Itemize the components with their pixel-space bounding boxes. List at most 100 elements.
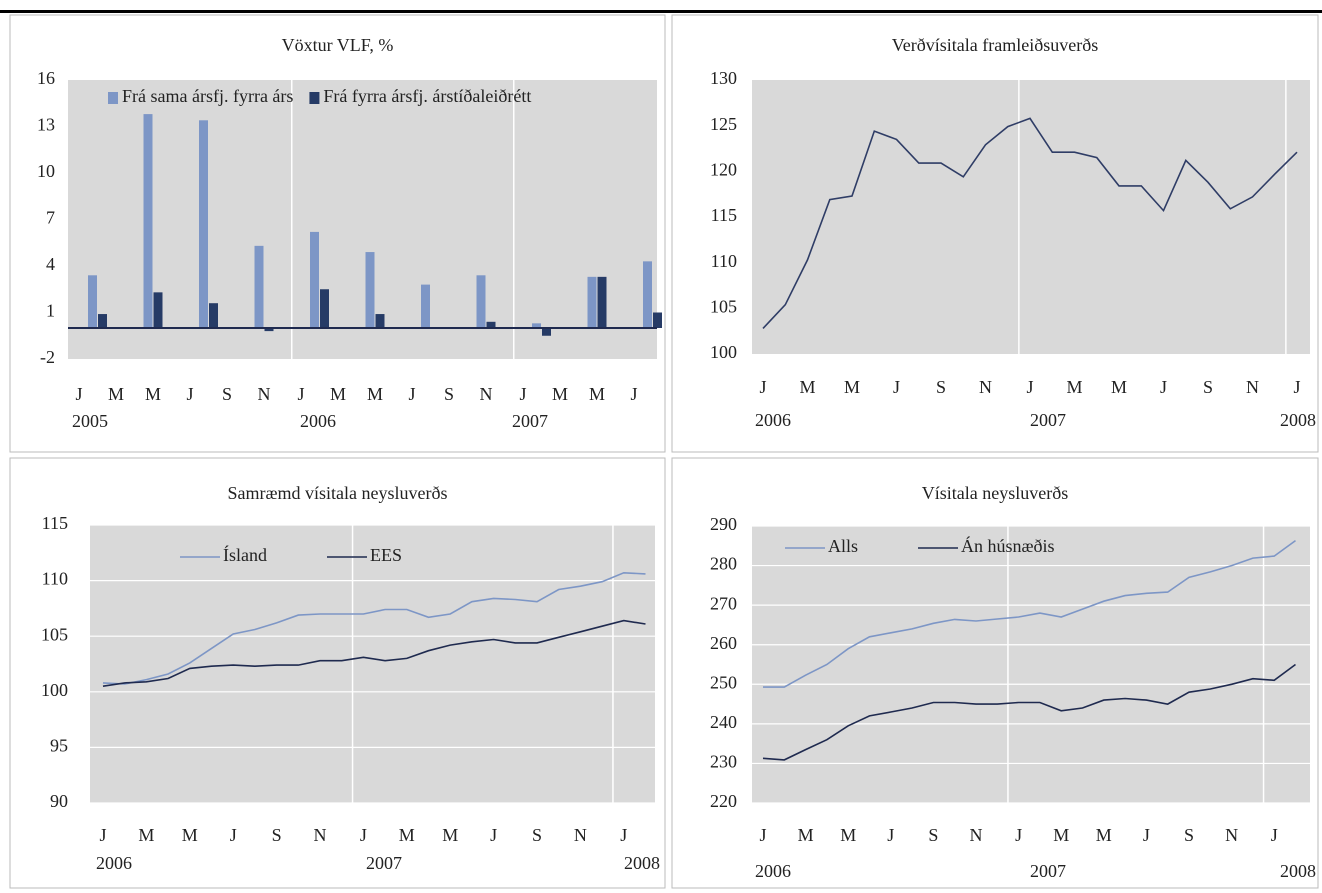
x-tick-label: N — [1225, 825, 1238, 845]
x-tick-label: J — [99, 825, 106, 845]
y-tick-label: 16 — [37, 68, 55, 88]
x-tick-label: M — [108, 384, 124, 404]
x-tick-label: J — [759, 377, 766, 397]
x-tick-label: S — [532, 825, 542, 845]
y-tick-label: 130 — [710, 68, 737, 88]
year-label: 2007 — [366, 853, 402, 873]
y-tick-label: 120 — [710, 159, 737, 179]
bar — [199, 120, 208, 328]
x-tick-label: J — [893, 377, 900, 397]
year-label: 2005 — [72, 411, 108, 431]
year-label: 2008 — [624, 853, 660, 873]
x-tick-label: S — [928, 825, 938, 845]
bar — [653, 312, 662, 328]
x-tick-label: S — [1203, 377, 1213, 397]
x-tick-label: M — [552, 384, 568, 404]
y-tick-label: 125 — [710, 114, 737, 134]
y-tick-label: 115 — [711, 205, 737, 225]
x-tick-label: J — [630, 384, 637, 404]
x-tick-label: M — [589, 384, 605, 404]
year-label: 2007 — [1030, 410, 1066, 430]
bar — [365, 252, 375, 328]
x-tick-label: M — [840, 825, 856, 845]
line-series — [763, 539, 1296, 688]
legend-label: Ísland — [223, 544, 267, 565]
plot-area — [752, 80, 1310, 354]
y-tick-label: 270 — [710, 593, 737, 613]
legend-label: EES — [370, 545, 402, 565]
bar — [209, 303, 218, 328]
year-label: 2006 — [300, 411, 336, 431]
line-series — [102, 571, 646, 685]
year-label: 2007 — [1030, 861, 1066, 881]
y-tick-label: 115 — [42, 513, 68, 533]
bar — [254, 245, 264, 328]
x-tick-label: N — [979, 377, 992, 397]
x-tick-label: M — [1096, 825, 1112, 845]
x-tick-label: S — [222, 384, 232, 404]
x-tick-label: J — [1293, 377, 1300, 397]
year-label: 2006 — [96, 853, 132, 873]
x-tick-label: M — [1111, 377, 1127, 397]
year-label: 2007 — [512, 411, 548, 431]
legend-label: Alls — [828, 536, 858, 556]
y-tick-label: 95 — [50, 736, 68, 756]
line-series — [102, 619, 646, 687]
x-tick-label: J — [360, 825, 367, 845]
y-tick-label: 4 — [46, 254, 55, 274]
x-tick-label: S — [272, 825, 282, 845]
x-tick-label: J — [230, 825, 237, 845]
x-tick-label: J — [1143, 825, 1150, 845]
bar — [486, 321, 496, 328]
y-tick-label: 90 — [50, 791, 68, 811]
x-tick-label: M — [330, 384, 346, 404]
year-label: 2006 — [755, 861, 791, 881]
x-tick-label: J — [408, 384, 415, 404]
x-tick-label: M — [798, 825, 814, 845]
x-tick-label: M — [442, 825, 458, 845]
x-tick-label: J — [1026, 377, 1033, 397]
chart-title: Vöxtur VLF, % — [282, 35, 394, 55]
y-tick-label: 250 — [710, 672, 737, 692]
legend-label: Frá sama ársfj. fyrra árs — [122, 86, 293, 106]
x-tick-label: M — [367, 384, 383, 404]
x-tick-label: J — [1160, 377, 1167, 397]
y-tick-label: 100 — [710, 342, 737, 362]
y-tick-label: 105 — [710, 296, 737, 316]
x-tick-label: M — [799, 377, 815, 397]
y-tick-label: 260 — [710, 633, 737, 653]
x-tick-label: N — [1246, 377, 1259, 397]
legend-swatch — [108, 92, 118, 104]
legend-label: Frá fyrra ársfj. árstíðaleiðrétt — [323, 86, 531, 106]
top-rule — [0, 10, 1322, 13]
x-tick-label: N — [314, 825, 327, 845]
x-tick-label: N — [970, 825, 983, 845]
plot-area — [90, 525, 655, 803]
y-tick-label: -2 — [40, 347, 55, 367]
bar — [98, 314, 107, 328]
y-tick-label: 220 — [710, 791, 737, 811]
x-tick-label: S — [1184, 825, 1194, 845]
y-tick-label: 1 — [46, 301, 55, 321]
x-tick-label: J — [186, 384, 193, 404]
y-tick-label: 280 — [710, 554, 737, 574]
y-tick-label: 7 — [46, 208, 55, 228]
year-label: 2008 — [1280, 410, 1316, 430]
bar — [310, 231, 319, 328]
bar — [421, 284, 430, 328]
x-tick-label: M — [145, 384, 161, 404]
plot-area — [68, 80, 657, 359]
x-tick-label: J — [620, 825, 627, 845]
bar — [587, 276, 597, 328]
bar — [476, 275, 486, 328]
chart-title: Samræmd vísitala neysluverðs — [228, 483, 448, 503]
bar — [542, 328, 551, 336]
bar — [264, 328, 274, 332]
bar — [643, 261, 652, 328]
x-tick-label: N — [480, 384, 493, 404]
x-tick-label: M — [1066, 377, 1082, 397]
bar — [88, 275, 97, 328]
x-tick-label: J — [490, 825, 497, 845]
line-series — [762, 663, 1296, 761]
